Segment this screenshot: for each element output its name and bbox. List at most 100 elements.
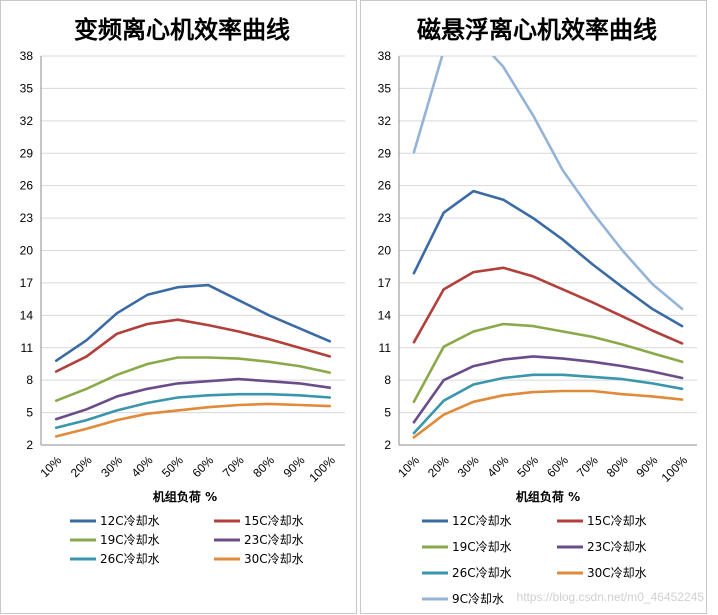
x-axis-ticks: 10% 20% 30% 40% 50% 60% 70% 80% 90%100%: [37, 453, 338, 485]
y-tick-label: 26: [378, 179, 392, 193]
series-line: [54, 402, 332, 438]
x-tick-label: 70%: [574, 453, 601, 480]
y-tick-label: 8: [384, 373, 391, 387]
legend-label: 15C冷却水: [244, 514, 304, 528]
x-axis-ticks: 10% 20% 30% 40% 50% 60% 70% 80% 90%100%: [395, 453, 690, 485]
x-tick-label: 10%: [37, 453, 64, 480]
x-tick-label: 30%: [455, 453, 482, 480]
series-line: [54, 318, 332, 373]
x-tick-label: 40%: [485, 453, 512, 480]
legend-label: 26C冷却水: [100, 552, 160, 566]
legend-item: 19C冷却水: [70, 533, 160, 547]
y-tick-label: 20: [378, 244, 392, 258]
legend-label: 9C冷却水: [452, 592, 504, 606]
y-tick-label: 35: [20, 81, 34, 95]
legend-item: 26C冷却水: [422, 566, 512, 580]
legend-label: 30C冷却水: [587, 566, 647, 580]
legend-item: 23C冷却水: [557, 540, 647, 554]
legend: 12C冷却水 15C冷却水 19C冷却水 23C冷却水 26C冷却水 30C冷却水 9C冷却…: [422, 514, 647, 606]
series-line: [412, 373, 684, 435]
series-line: [54, 283, 332, 363]
legend-item: 15C冷却水: [214, 514, 304, 528]
panel-border: [360, 0, 707, 614]
y-tick-label: 14: [20, 308, 34, 322]
series-line: [412, 266, 684, 345]
x-tick-label: 90%: [634, 453, 661, 480]
series-line: [54, 377, 332, 421]
legend-label: 12C冷却水: [100, 514, 160, 528]
x-tick-label: 30%: [98, 453, 125, 480]
y-tick-label: 17: [378, 276, 392, 290]
chart-panel-variable-frequency: 变频离心机效率曲线 机组负荷 % 2 5 8 11 14 17 20 23 26 29 32 35 38…: [0, 0, 357, 614]
y-axis-ticks: 2 5 8 11 14 17 20 23 26 29 32 35 38: [20, 49, 34, 452]
x-axis-title: 机组负荷 %: [516, 489, 580, 504]
y-tick-label: 38: [378, 49, 392, 63]
series-line: [412, 189, 684, 328]
series-lines: [54, 283, 332, 438]
y-tick-label: 14: [378, 308, 392, 322]
y-tick-label: 11: [379, 341, 392, 355]
legend-label: 19C冷却水: [452, 540, 512, 554]
chart-title: 变频离心机效率曲线: [74, 16, 290, 44]
y-tick-label: 38: [20, 49, 34, 63]
legend-item: 23C冷却水: [214, 533, 304, 547]
watermark-text: https://blog.csdn.net/m0_46452245: [517, 590, 705, 604]
series-lines: [412, 56, 684, 439]
legend-item: 9C冷却水: [422, 592, 504, 606]
y-tick-label: 2: [384, 438, 391, 452]
y-tick-label: 11: [21, 341, 34, 355]
y-tick-label: 23: [20, 211, 34, 225]
x-tick-label: 10%: [395, 453, 422, 480]
legend-item: 15C冷却水: [557, 514, 647, 528]
y-axis-ticks: 2 5 8 11 14 17 20 23 26 29 32 35 38: [378, 49, 392, 452]
x-tick-label: 90%: [281, 453, 308, 480]
y-tick-label: 23: [378, 211, 392, 225]
legend-label: 26C冷却水: [452, 566, 512, 580]
legend-item: 26C冷却水: [70, 552, 160, 566]
legend-label: 15C冷却水: [587, 514, 647, 528]
x-tick-label: 50%: [514, 453, 541, 480]
y-tick-label: 26: [20, 179, 34, 193]
series-line: [412, 355, 684, 424]
x-tick-label: 20%: [425, 453, 452, 480]
legend-item: 12C冷却水: [422, 514, 512, 528]
chart-panel-maglev: 磁悬浮离心机效率曲线 机组负荷 % 2 5 8 11 14 17 20 23 26 29 32 35 3…: [360, 0, 707, 614]
legend-label: 30C冷却水: [244, 552, 304, 566]
y-tick-label: 20: [20, 244, 34, 258]
legend-item: 12C冷却水: [70, 514, 160, 528]
y-tick-label: 29: [378, 146, 392, 160]
legend: 12C冷却水 15C冷却水 19C冷却水 23C冷却水 26C冷却水 30C冷却水: [70, 514, 304, 566]
legend-label: 23C冷却水: [244, 533, 304, 547]
x-axis-title: 机组负荷 %: [153, 489, 217, 504]
y-tick-label: 29: [20, 146, 34, 160]
x-tick-label: 100%: [306, 453, 338, 485]
series-line: [54, 356, 332, 403]
y-tick-label: 2: [26, 438, 33, 452]
y-tick-label: 17: [20, 276, 34, 290]
x-tick-label: 20%: [68, 453, 95, 480]
chart-title: 磁悬浮离心机效率曲线: [417, 16, 657, 44]
panel-border: [0, 0, 357, 614]
x-tick-label: 50%: [159, 453, 186, 480]
y-tick-label: 32: [20, 114, 34, 128]
series-line: [412, 56, 684, 311]
legend-item: 30C冷却水: [214, 552, 304, 566]
series-line: [54, 392, 332, 430]
y-tick-label: 5: [26, 406, 33, 420]
series-line: [412, 322, 684, 404]
y-tick-label: 8: [26, 373, 33, 387]
series-line: [412, 389, 684, 439]
x-tick-label: 80%: [250, 453, 277, 480]
legend-item: 19C冷却水: [422, 540, 512, 554]
x-tick-label: 40%: [129, 453, 156, 480]
x-tick-label: 70%: [220, 453, 247, 480]
x-tick-label: 80%: [604, 453, 631, 480]
gridlines: [398, 55, 697, 446]
gridlines: [40, 55, 345, 446]
x-tick-label: 60%: [544, 453, 571, 480]
legend-label: 19C冷却水: [100, 533, 160, 547]
y-tick-label: 35: [378, 81, 392, 95]
legend-label: 12C冷却水: [452, 514, 512, 528]
y-tick-label: 5: [384, 406, 391, 420]
